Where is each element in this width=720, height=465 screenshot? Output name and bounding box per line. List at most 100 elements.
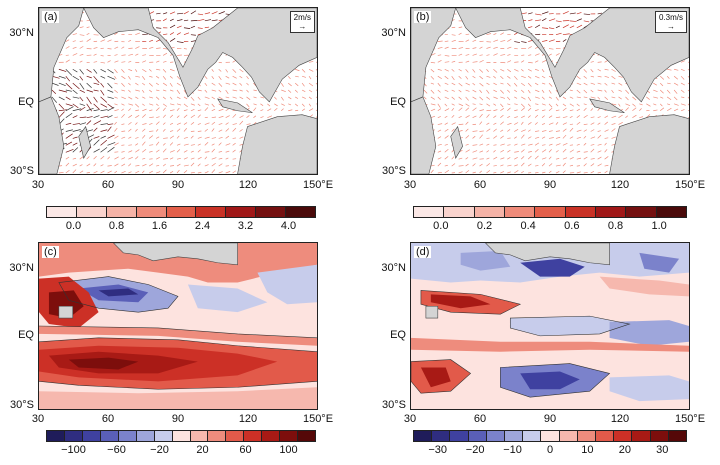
wind-vector <box>548 143 553 146</box>
wind-vector <box>72 169 77 174</box>
wind-vector <box>562 143 568 146</box>
wind-vector <box>562 148 567 153</box>
wind-vector <box>451 75 455 81</box>
colorbar-d-tick: 10 <box>581 444 594 456</box>
wind-vector <box>479 121 483 125</box>
panel-c-lon-60: 60 <box>101 413 115 425</box>
wind-vector <box>569 136 574 139</box>
wind-vector <box>149 116 154 119</box>
wind-vector <box>583 13 591 15</box>
wind-vector <box>507 82 511 87</box>
wind-vector <box>93 115 100 119</box>
colorbar-d-tick: 0 <box>546 444 554 456</box>
tibet-mask <box>113 243 238 266</box>
wind-vector <box>169 96 173 100</box>
wind-vector <box>576 108 581 112</box>
wind-vector <box>486 109 492 112</box>
panel-b-lon-120: 120 <box>610 179 630 191</box>
wind-vector <box>114 89 118 93</box>
wind-vector <box>437 103 441 108</box>
panel-c-label: (c) <box>42 246 59 258</box>
wind-vector <box>528 54 532 56</box>
wind-vector <box>555 143 561 146</box>
wind-vector <box>232 170 237 174</box>
wind-vector <box>465 82 471 86</box>
wind-vector <box>128 103 134 106</box>
wind-vector <box>197 27 203 29</box>
wind-vector <box>437 129 442 132</box>
wind-vector <box>666 107 672 112</box>
panel-c-lon-90: 90 <box>171 413 185 425</box>
panel-b-lon-60: 60 <box>473 179 487 191</box>
wind-vector <box>121 103 125 106</box>
wind-vector <box>204 122 210 125</box>
wind-vector <box>93 47 98 49</box>
wind-vector <box>100 155 105 160</box>
panel-c-lon-150: 150°E <box>302 413 334 425</box>
panel-c-lat-30s: 30°S <box>10 399 34 411</box>
wind-vector <box>121 123 125 125</box>
wind-vector <box>114 142 119 146</box>
wind-vector <box>114 75 117 79</box>
wind-vector <box>527 89 531 94</box>
wind-vector <box>493 75 497 79</box>
wind-vector <box>458 32 462 35</box>
wind-vector <box>232 164 237 167</box>
colorbar-a <box>46 206 316 218</box>
wind-vector <box>232 114 237 118</box>
wind-vector <box>211 143 215 146</box>
wind-vector <box>597 171 602 174</box>
wind-vector <box>493 69 498 73</box>
wind-vector <box>472 69 476 73</box>
wind-vector <box>58 111 65 118</box>
colorbar-c-cell <box>172 431 191 441</box>
wind-vector <box>569 89 573 92</box>
wind-vector <box>121 61 126 63</box>
wind-vector <box>507 144 511 146</box>
map-b-svg <box>411 8 689 174</box>
wind-vector <box>625 89 630 94</box>
wind-vector <box>465 103 470 107</box>
panel-d-lat-30s: 30°S <box>382 399 406 411</box>
wind-vector <box>569 123 574 125</box>
wind-vector <box>114 82 118 85</box>
wind-vector <box>142 96 146 99</box>
colorbar-b-tick: 0.6 <box>564 220 580 232</box>
wind-vector <box>183 109 188 112</box>
wind-vector <box>687 82 689 85</box>
wind-vector <box>583 151 588 153</box>
wind-vector <box>611 68 616 72</box>
wind-vector <box>437 150 442 153</box>
wind-vector <box>65 103 73 107</box>
colorbar-c-tick: −100 <box>61 444 86 456</box>
wind-vector <box>451 34 456 36</box>
wind-vector <box>176 75 181 80</box>
wind-vector <box>646 114 651 118</box>
wind-vector <box>444 170 449 174</box>
wind-vector <box>301 82 305 87</box>
wind-vector <box>141 89 145 93</box>
wind-vector <box>562 134 567 139</box>
wind-vector <box>93 69 98 74</box>
wind-vector <box>225 143 231 146</box>
wind-vector <box>267 108 272 112</box>
colorbar-c-tick: 20 <box>196 444 209 456</box>
wind-vector <box>79 40 84 42</box>
wind-vector <box>604 96 609 101</box>
wind-vector <box>148 69 152 72</box>
wind-vector <box>555 96 559 101</box>
wind-vector <box>555 25 560 29</box>
wind-vector <box>149 123 153 125</box>
wind-vector <box>486 150 490 153</box>
wind-vector <box>534 24 541 29</box>
wind-vector <box>590 158 595 160</box>
wind-vector <box>514 164 518 167</box>
wind-vector <box>232 127 237 132</box>
wind-vector <box>107 103 114 109</box>
wind-vector <box>680 103 686 106</box>
wind-vector <box>211 128 215 132</box>
wind-vector <box>190 109 195 112</box>
wind-vector <box>493 46 498 49</box>
wind-vector <box>451 115 455 118</box>
wind-vector <box>100 89 105 96</box>
